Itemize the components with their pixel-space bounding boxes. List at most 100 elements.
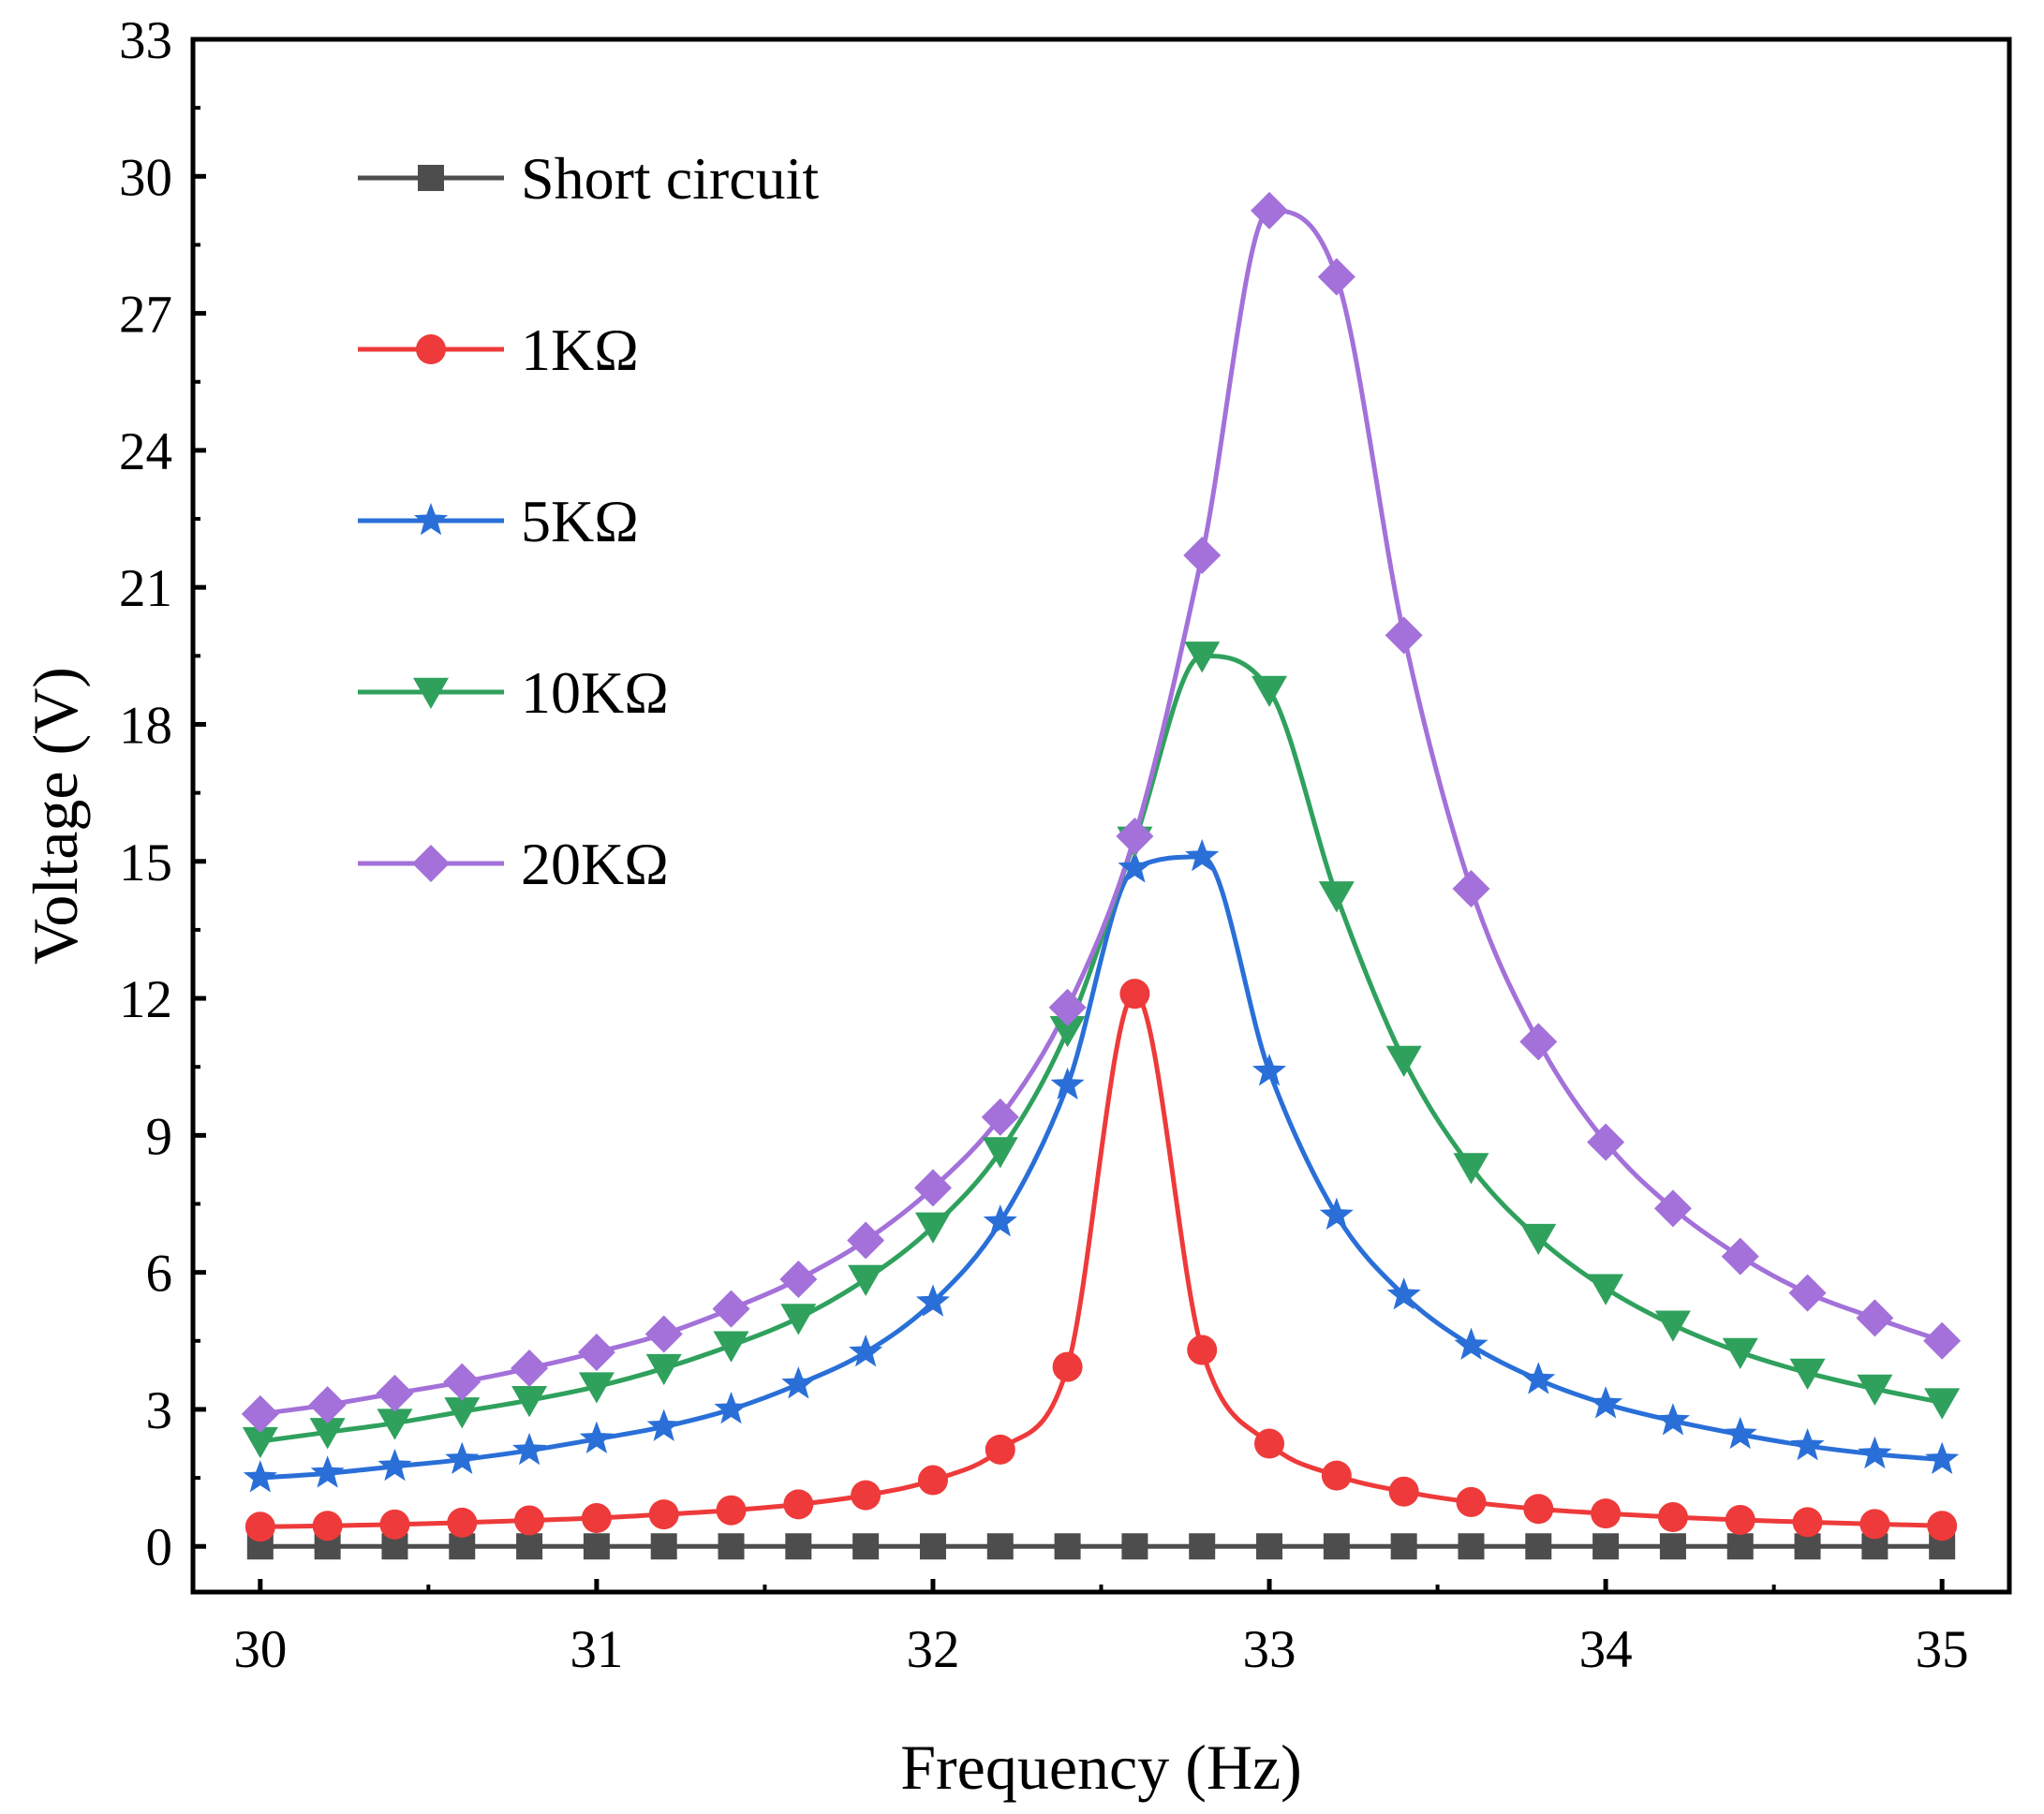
- data-point-s4-1: [308, 1386, 347, 1424]
- data-point-s4-10: [913, 1169, 952, 1207]
- data-point-s4-2: [376, 1374, 414, 1412]
- data-point-s0-9: [852, 1533, 880, 1560]
- y-tick-label: 24: [119, 422, 172, 481]
- data-point-s1-5: [581, 1503, 612, 1534]
- data-point-s1-0: [244, 1512, 275, 1542]
- legend-label: Short circuit: [521, 145, 819, 212]
- data-point-s1-21: [1657, 1502, 1688, 1533]
- x-tick-label: 33: [1243, 1620, 1296, 1679]
- data-point-s2-20: [1589, 1386, 1623, 1419]
- data-point-s1-1: [312, 1511, 343, 1541]
- data-point-s1-7: [716, 1495, 747, 1526]
- data-point-s3-0: [242, 1426, 278, 1459]
- data-point-s3-10: [914, 1212, 951, 1244]
- data-point-s1-12: [1052, 1351, 1083, 1382]
- data-point-s0-10: [919, 1533, 946, 1560]
- data-point-s3-24: [1857, 1374, 1893, 1407]
- data-point-s2-14: [1185, 838, 1220, 872]
- data-point-s3-9: [848, 1264, 884, 1297]
- data-point-s1-2: [379, 1509, 410, 1540]
- axes: 0 3 6 9 12 15 18 21 24 27 30 33 30 31 32 33 34 35 Frequenc…: [20, 11, 2012, 1803]
- data-point-s2-25: [1925, 1441, 1960, 1474]
- data-point-s1-23: [1792, 1507, 1823, 1538]
- data-point-s4-19: [1519, 1023, 1558, 1061]
- data-point-s2-23: [1790, 1427, 1825, 1461]
- legend-label: 10KΩ: [521, 659, 669, 726]
- y-tick-label: 33: [119, 11, 172, 70]
- legend-item-3: 10KΩ: [358, 659, 669, 726]
- data-point-s0-3: [449, 1533, 476, 1560]
- y-tick-label: 3: [146, 1381, 173, 1440]
- x-tick-label: 30: [233, 1620, 287, 1679]
- data-point-s4-5: [577, 1333, 615, 1371]
- legend-marker: [413, 677, 449, 710]
- data-point-s3-2: [377, 1408, 413, 1440]
- legend-item-1: 1KΩ: [358, 317, 639, 383]
- data-point-s4-16: [1317, 258, 1355, 296]
- data-point-s4-11: [981, 1098, 1019, 1136]
- data-point-s0-22: [1726, 1533, 1754, 1560]
- data-point-s3-17: [1385, 1045, 1422, 1077]
- data-point-s0-16: [1323, 1533, 1350, 1560]
- data-point-s4-8: [779, 1260, 818, 1298]
- data-point-s1-20: [1591, 1498, 1622, 1529]
- legend-marker: [412, 845, 450, 882]
- y-tick-label: 30: [119, 148, 172, 207]
- data-point-s0-6: [650, 1533, 677, 1560]
- data-point-s1-4: [514, 1505, 545, 1536]
- y-tick-label: 15: [119, 833, 172, 892]
- data-point-s3-1: [309, 1418, 346, 1450]
- y-tick-label: 0: [146, 1518, 173, 1577]
- data-point-s1-6: [648, 1499, 679, 1530]
- y-tick-label: 9: [146, 1107, 173, 1166]
- data-point-s4-0: [241, 1394, 279, 1433]
- data-point-s4-17: [1385, 616, 1423, 655]
- data-point-s4-12: [1048, 988, 1087, 1026]
- y-tick-label: 6: [146, 1245, 173, 1304]
- y-axis-title: Voltage (V): [20, 667, 91, 965]
- data-point-s1-14: [1187, 1335, 1218, 1365]
- data-point-s3-3: [444, 1397, 481, 1429]
- data-point-s2-5: [579, 1421, 614, 1454]
- legend-label: 1KΩ: [521, 317, 639, 383]
- data-point-s3-15: [1252, 675, 1288, 707]
- data-point-s4-21: [1653, 1189, 1692, 1228]
- data-point-s3-4: [511, 1385, 548, 1418]
- data-point-s4-25: [1923, 1321, 1962, 1360]
- data-point-s2-12: [1050, 1067, 1085, 1100]
- legend-marker: [416, 334, 446, 364]
- data-point-s2-15: [1252, 1054, 1287, 1086]
- data-point-s0-12: [1054, 1533, 1081, 1560]
- data-point-s2-19: [1521, 1362, 1556, 1394]
- data-point-s3-20: [1588, 1274, 1624, 1305]
- data-point-s3-22: [1722, 1337, 1758, 1370]
- x-tick-label: 31: [570, 1620, 623, 1679]
- data-point-s0-13: [1121, 1533, 1148, 1560]
- data-point-s3-16: [1318, 881, 1355, 913]
- data-point-s0-20: [1592, 1533, 1620, 1560]
- data-point-s1-9: [851, 1480, 881, 1511]
- data-point-s3-14: [1184, 642, 1221, 673]
- data-point-s4-20: [1587, 1123, 1625, 1161]
- data-point-s1-22: [1725, 1504, 1755, 1535]
- data-point-s4-6: [644, 1315, 683, 1353]
- data-point-s2-7: [714, 1391, 748, 1424]
- data-point-s4-18: [1452, 870, 1490, 908]
- legend: Short circuit 1KΩ 5KΩ 10KΩ 20KΩ: [358, 145, 819, 897]
- data-point-s4-3: [443, 1363, 481, 1401]
- data-point-s2-10: [915, 1284, 951, 1317]
- legend-item-0: Short circuit: [358, 145, 819, 212]
- y-tick-label: 27: [119, 286, 172, 345]
- data-point-s4-7: [712, 1290, 750, 1328]
- data-point-s3-11: [982, 1137, 1018, 1169]
- data-point-s3-8: [780, 1304, 817, 1335]
- legend-item-4: 20KΩ: [358, 831, 669, 897]
- legend-marker: [413, 503, 449, 536]
- data-point-s0-14: [1189, 1533, 1216, 1560]
- data-point-s3-6: [645, 1353, 682, 1386]
- data-point-s0-7: [718, 1533, 745, 1560]
- data-point-s0-18: [1458, 1533, 1485, 1560]
- data-point-s2-17: [1386, 1277, 1421, 1310]
- x-tick-label: 35: [1916, 1620, 1969, 1679]
